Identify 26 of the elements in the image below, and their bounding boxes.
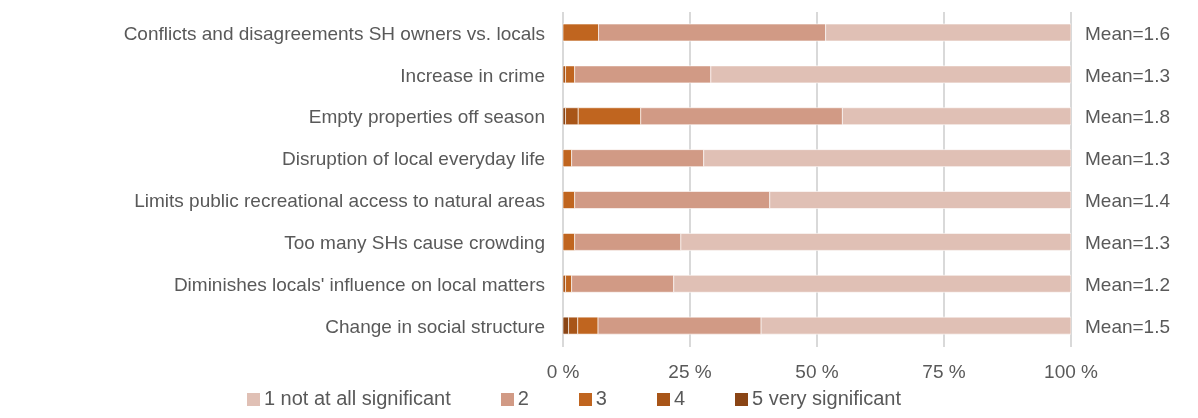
y-tick-label: Limits public recreational access to natural areas	[134, 190, 545, 212]
y-tick-label: Conflicts and disagreements SH owners vs. locals	[123, 22, 545, 44]
text: Mean=1.5	[1085, 315, 1171, 337]
y-tick-label: Too many SHs cause crowding	[284, 232, 545, 254]
y-tick-label: Disruption of local everyday life	[282, 148, 545, 170]
text: Mean=1.2	[1085, 273, 1171, 295]
x-tick-label: 0 %	[546, 361, 580, 383]
text: Mean=1.3	[1085, 64, 1171, 86]
x-tick-label: 75 %	[922, 361, 966, 383]
legend-label: 4	[673, 387, 686, 409]
legend-label: 2	[517, 387, 529, 409]
text: Mean=1.6	[1085, 22, 1171, 44]
text: Mean=1.4	[1085, 190, 1171, 212]
y-tick-label: Increase in crime	[400, 64, 545, 86]
y-tick-label: Change in social structure	[325, 315, 545, 337]
text: Mean=1.3	[1085, 232, 1171, 254]
legend-label: 5 very significant	[752, 387, 902, 409]
x-tick-label: 100 %	[1044, 361, 1099, 383]
y-tick-label: Empty properties off season	[308, 106, 545, 128]
x-tick-label: 50 %	[795, 361, 839, 383]
legend-label: 1 not at all significant	[263, 387, 451, 409]
y-tick-label: Diminishes locals' influence on local matters	[173, 273, 545, 295]
text: Mean=1.3	[1085, 148, 1171, 170]
text: Mean=1.8	[1085, 106, 1171, 128]
legend-label: 3	[595, 387, 607, 409]
x-tick-label: 25 %	[668, 361, 712, 383]
